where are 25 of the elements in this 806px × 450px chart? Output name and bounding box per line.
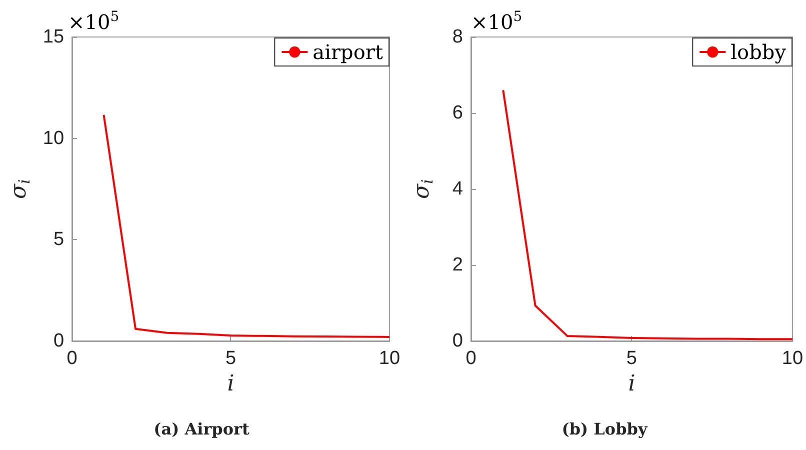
x-axis-title: i bbox=[628, 371, 636, 396]
x-axis-title: i bbox=[227, 371, 234, 396]
x-tick-label: 0 bbox=[66, 348, 78, 369]
y-tick-label: 2 bbox=[452, 254, 463, 276]
x-tick-label: 0 bbox=[466, 348, 476, 369]
line-series bbox=[502, 89, 794, 340]
y-tick-label: 0 bbox=[53, 330, 64, 352]
text: (a) Airport bbox=[154, 420, 250, 438]
y-tick-label: 0 bbox=[452, 330, 463, 352]
y-tick-label: 15 bbox=[42, 26, 64, 48]
line-series bbox=[102, 114, 390, 338]
y-tick-label: 8 bbox=[452, 26, 463, 48]
y-axis-title: σi bbox=[410, 178, 436, 199]
x-tick-label: 10 bbox=[782, 348, 804, 369]
y-axis-title: σi bbox=[6, 178, 34, 199]
x-tick-label: 5 bbox=[225, 348, 236, 369]
y-tick-label: 10 bbox=[42, 128, 64, 149]
x-tick-label: 5 bbox=[626, 348, 638, 369]
legend-label: airport bbox=[312, 40, 384, 64]
y-tick-label: 4 bbox=[452, 178, 464, 200]
legend-label: lobby bbox=[730, 40, 787, 64]
y-tick-label: 6 bbox=[452, 102, 463, 124]
y-tick-label: 5 bbox=[53, 229, 64, 250]
text: (b) Lobby bbox=[562, 420, 648, 438]
x-tick-label: 10 bbox=[378, 348, 400, 369]
